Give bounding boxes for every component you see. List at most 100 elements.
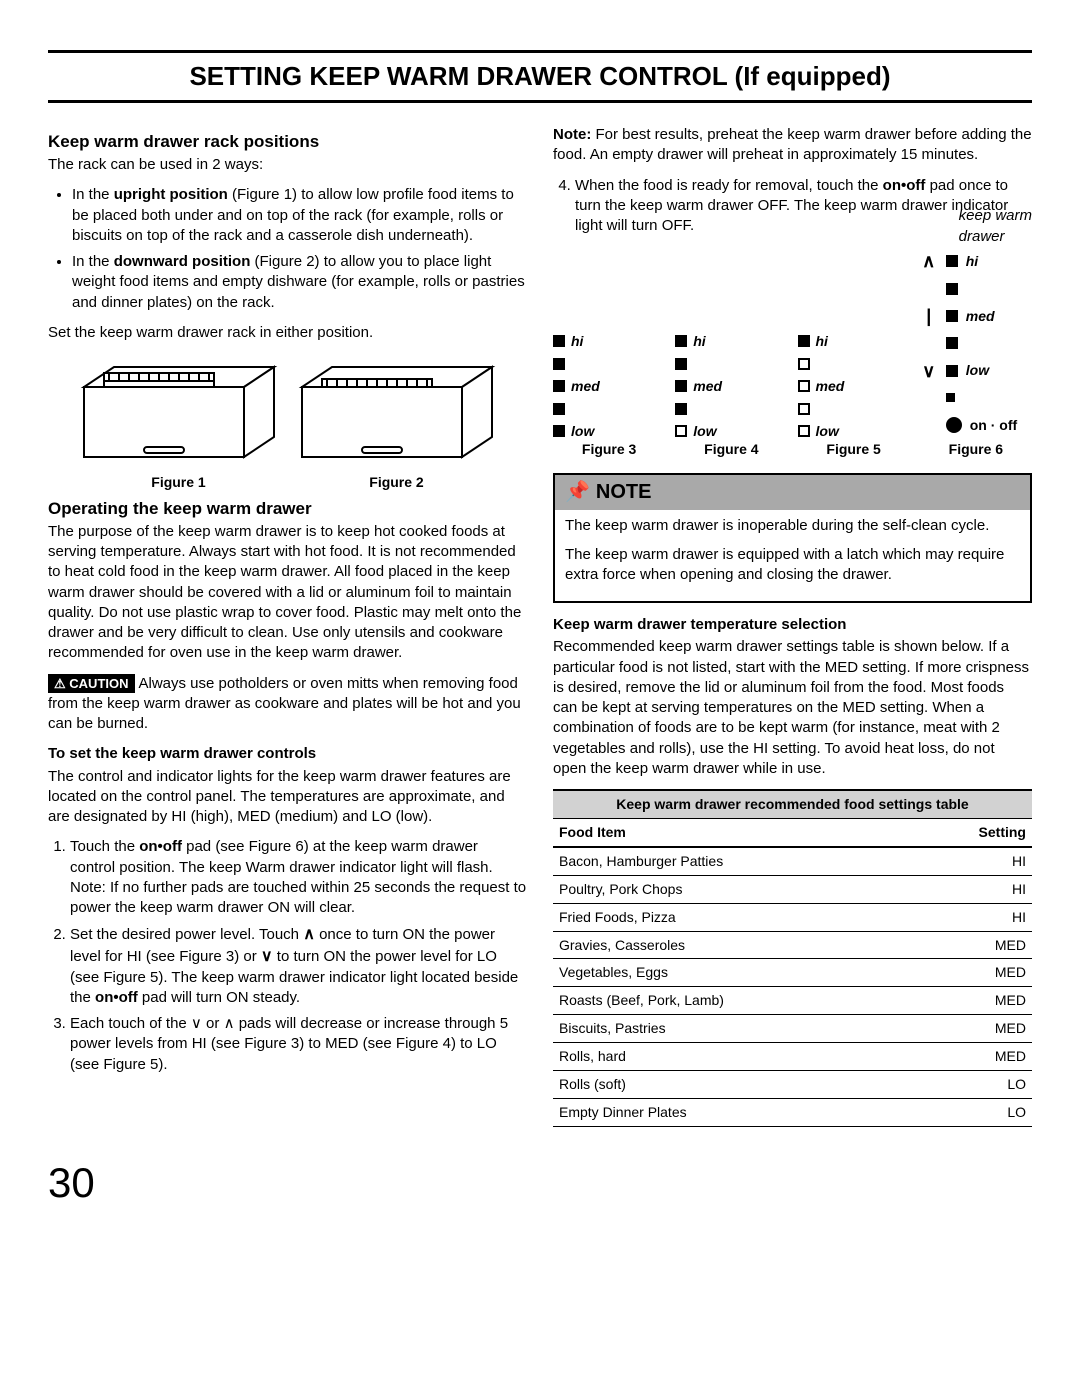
table-row: Roasts (Beef, Pork, Lamb)MED <box>553 987 1032 1015</box>
indicator-line <box>675 358 787 370</box>
food-cell: Fried Foods, Pizza <box>553 903 912 931</box>
setting-cell: HI <box>912 875 1032 903</box>
table-row: Vegetables, EggsMED <box>553 959 1032 987</box>
arrow-icon: ∨ <box>920 359 938 383</box>
indicator-square-small <box>946 393 955 402</box>
food-cell: Empty Dinner Plates <box>553 1098 912 1126</box>
figure-1-label: Figure 1 <box>74 473 284 492</box>
table-row: Biscuits, PastriesMED <box>553 1015 1032 1043</box>
onoff-dot-icon <box>946 417 962 433</box>
food-cell: Rolls, hard <box>553 1043 912 1071</box>
control-figures-row: himedlow Figure 3 himedlow Figure 4 hime… <box>553 246 1032 459</box>
setting-cell: HI <box>912 903 1032 931</box>
page-number: 30 <box>48 1155 1032 1212</box>
indicator-square <box>553 358 565 370</box>
text: When the food is ready for removal, touc… <box>575 177 883 194</box>
food-cell: Biscuits, Pastries <box>553 1015 912 1043</box>
indicator-square <box>675 335 687 347</box>
section-title-bar: SETTING KEEP WARM DRAWER CONTROL (If equ… <box>48 50 1032 103</box>
setting-cell: MED <box>912 959 1032 987</box>
indicator-square <box>798 335 810 347</box>
caution-badge: CAUTION <box>48 674 135 694</box>
figure-2: Figure 2 <box>292 357 502 492</box>
food-cell: Poultry, Pork Chops <box>553 875 912 903</box>
indicator-line: hi <box>675 332 787 351</box>
indicator-square <box>946 337 958 349</box>
panel6-row: ∨ low <box>920 359 1032 383</box>
steps-list: Touch the on•off pad (see Figure 6) at t… <box>48 837 527 1074</box>
level-label: hi <box>966 252 978 271</box>
indicator-line <box>553 403 665 415</box>
table-row: Rolls (soft)LO <box>553 1070 1032 1098</box>
indicator-square <box>798 358 810 370</box>
note-box: 📌 NOTE The keep warm drawer is inoperabl… <box>553 473 1032 603</box>
setting-cell: MED <box>912 987 1032 1015</box>
indicator-square <box>553 403 565 415</box>
rack-bullet-2: In the downward position (Figure 2) to a… <box>72 252 527 313</box>
indicator-square <box>553 425 565 437</box>
list-item: Set the desired power level. Touch ∧ onc… <box>70 924 527 1008</box>
setting-cell: MED <box>912 1015 1032 1043</box>
indicator-square <box>946 310 958 322</box>
indicator-square <box>798 403 810 415</box>
subhead-temp-selection: Keep warm drawer temperature selection <box>553 615 1032 635</box>
table-header-setting: Setting <box>912 818 1032 846</box>
indicator-square <box>798 380 810 392</box>
list-item: Touch the on•off pad (see Figure 6) at t… <box>70 837 527 918</box>
table-row: Gravies, CasserolesMED <box>553 931 1032 959</box>
list-item: Each touch of the ∨ or ∧ pads will decre… <box>70 1014 527 1075</box>
arrow-icon: ∧ <box>920 249 938 273</box>
note-label: Note: <box>553 126 591 143</box>
drawer-illustration-2 <box>292 357 502 471</box>
indicator-square <box>946 255 958 267</box>
indicator-line: hi <box>798 332 910 351</box>
onoff-text: on•off <box>883 177 926 194</box>
panel6-row <box>920 331 1032 355</box>
table-caption: Keep warm drawer recommended food settin… <box>553 790 1032 818</box>
caution-paragraph: CAUTIONAlways use potholders or oven mit… <box>48 674 527 735</box>
note-box-title: NOTE <box>596 479 652 506</box>
arrow-icon <box>920 277 938 301</box>
set-controls-paragraph: The control and indicator lights for the… <box>48 767 527 828</box>
indicator-line <box>675 403 787 415</box>
panel6-row <box>920 277 1032 301</box>
figure-6: keep warm drawer ∧hi |med ∨low on · off … <box>920 246 1032 459</box>
table-header-food: Food Item <box>553 818 912 846</box>
table-row: Fried Foods, PizzaHI <box>553 903 1032 931</box>
indicator-square <box>553 335 565 347</box>
figure-1: Figure 1 <box>74 357 284 492</box>
settings-table: Keep warm drawer recommended food settin… <box>553 789 1032 1127</box>
keep-warm-drawer-label: keep warm drawer <box>959 206 1032 247</box>
temp-selection-paragraph: Recommended keep warm drawer settings ta… <box>553 637 1032 779</box>
indicator-square <box>675 403 687 415</box>
arrow-icon <box>920 331 938 355</box>
setting-cell: MED <box>912 1043 1032 1071</box>
figure-5-label: Figure 5 <box>798 440 910 459</box>
figure-4: himedlow Figure 4 <box>675 332 787 460</box>
operating-paragraph: The purpose of the keep warm drawer is t… <box>48 522 527 664</box>
figure-5: himedlow Figure 5 <box>798 332 910 460</box>
two-column-layout: Keep warm drawer rack positions The rack… <box>48 125 1032 1127</box>
setting-cell: LO <box>912 1098 1032 1126</box>
onoff-label: on · off <box>970 416 1017 435</box>
rack-bullets: In the upright position (Figure 1) to al… <box>48 185 527 313</box>
panel6-row: | med <box>920 304 1032 328</box>
note-box-body: The keep warm drawer is inoperable durin… <box>555 510 1030 601</box>
indicator-square <box>675 358 687 370</box>
level-label: low <box>966 361 989 380</box>
table-row: Empty Dinner PlatesLO <box>553 1098 1032 1126</box>
figure-3: himedlow Figure 3 <box>553 332 665 460</box>
section-title: SETTING KEEP WARM DRAWER CONTROL (If equ… <box>48 59 1032 94</box>
food-cell: Gravies, Casseroles <box>553 931 912 959</box>
indicator-square <box>675 380 687 392</box>
setting-cell: MED <box>912 931 1032 959</box>
figure-3-label: Figure 3 <box>553 440 665 459</box>
arrow-icon: | <box>920 304 938 328</box>
text: In the <box>72 253 114 270</box>
note-p1: The keep warm drawer is inoperable durin… <box>565 516 1020 536</box>
preheat-note: Note: For best results, preheat the keep… <box>553 125 1032 166</box>
table-row: Poultry, Pork ChopsHI <box>553 875 1032 903</box>
indicator-line: med <box>553 377 665 396</box>
rack-bullet-1: In the upright position (Figure 1) to al… <box>72 185 527 246</box>
level-label: med <box>966 307 995 326</box>
